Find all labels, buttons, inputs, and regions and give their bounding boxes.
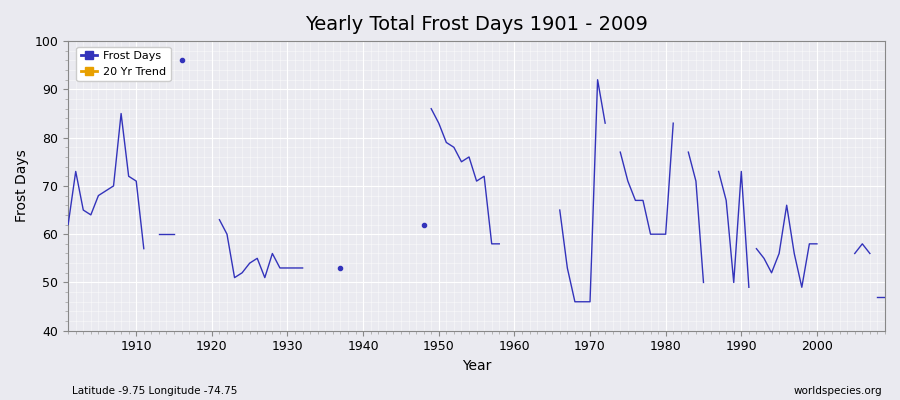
- X-axis label: Year: Year: [462, 359, 491, 373]
- Y-axis label: Frost Days: Frost Days: [15, 150, 29, 222]
- Text: worldspecies.org: worldspecies.org: [794, 386, 882, 396]
- Legend: Frost Days, 20 Yr Trend: Frost Days, 20 Yr Trend: [76, 47, 171, 81]
- Text: Latitude -9.75 Longitude -74.75: Latitude -9.75 Longitude -74.75: [72, 386, 238, 396]
- Title: Yearly Total Frost Days 1901 - 2009: Yearly Total Frost Days 1901 - 2009: [305, 15, 648, 34]
